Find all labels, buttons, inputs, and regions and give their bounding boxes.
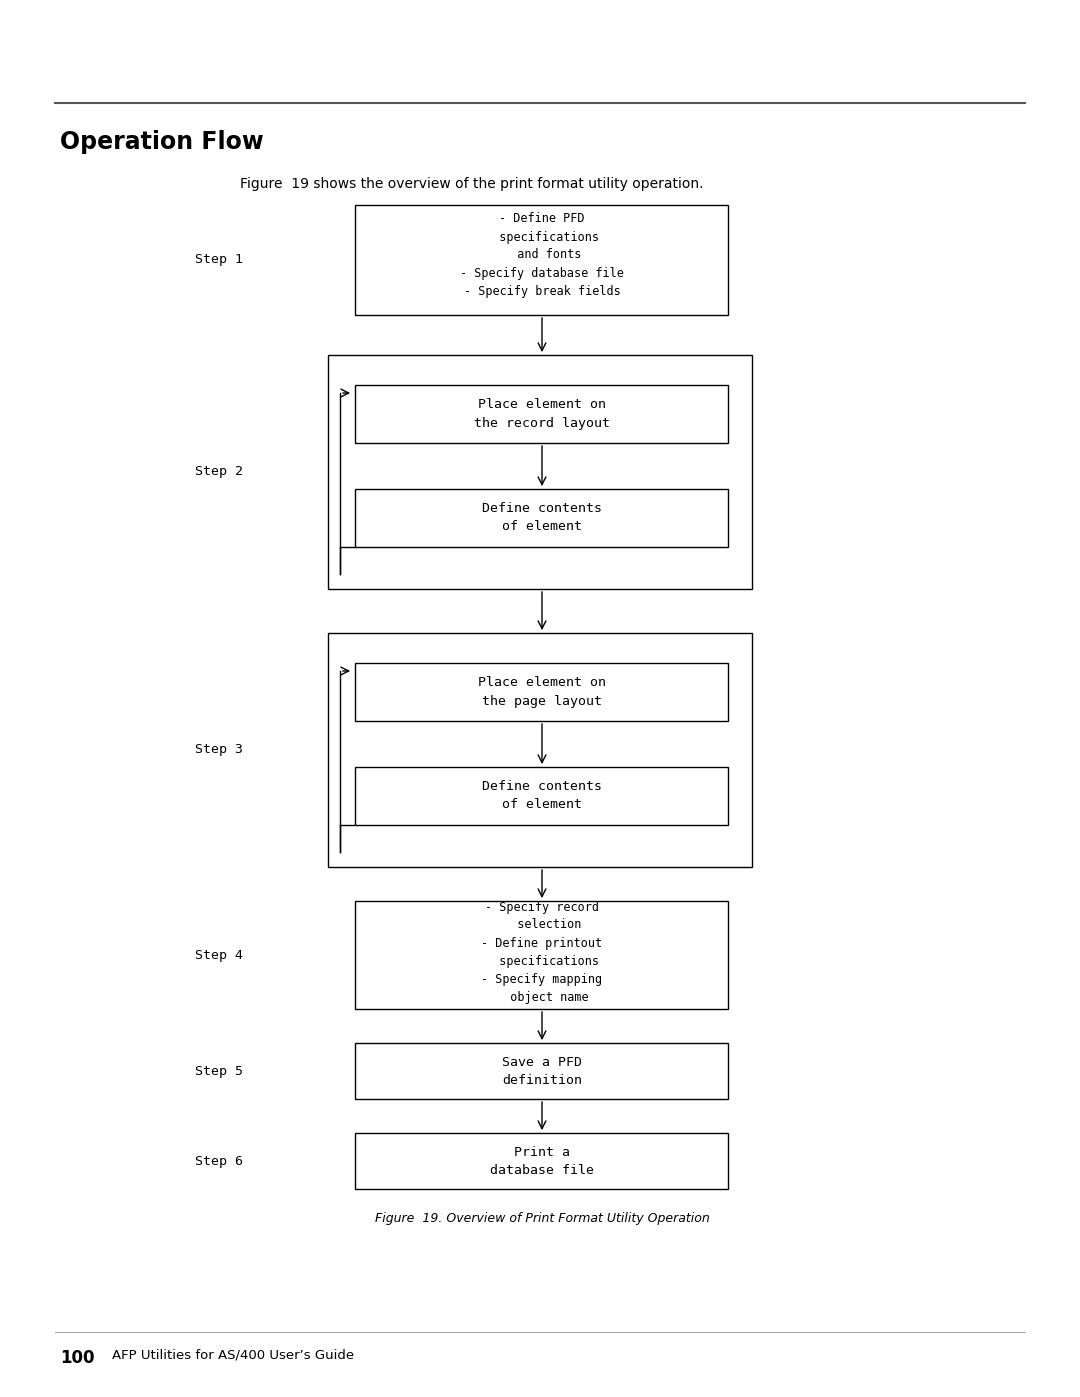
Bar bbox=[355, 664, 728, 721]
Text: Define contents
of element: Define contents of element bbox=[482, 503, 602, 534]
Text: Define contents
of element: Define contents of element bbox=[482, 781, 602, 812]
Bar bbox=[355, 1044, 728, 1099]
Text: Operation Flow: Operation Flow bbox=[60, 130, 264, 154]
Text: Save a PFD
definition: Save a PFD definition bbox=[502, 1056, 582, 1087]
Bar bbox=[355, 386, 728, 443]
Text: Place element on
the record layout: Place element on the record layout bbox=[474, 398, 610, 429]
Text: Step 5: Step 5 bbox=[195, 1065, 243, 1077]
Bar bbox=[355, 767, 728, 826]
Text: - Specify record
  selection
- Define printout
  specifications
- Specify mappin: - Specify record selection - Define prin… bbox=[482, 901, 603, 1003]
Text: Step 3: Step 3 bbox=[195, 743, 243, 757]
Bar bbox=[355, 901, 728, 1009]
Bar bbox=[328, 633, 752, 868]
Text: Print a
database file: Print a database file bbox=[490, 1146, 594, 1176]
Text: Step 6: Step 6 bbox=[195, 1154, 243, 1168]
Bar bbox=[355, 489, 728, 548]
Text: Place element on
the page layout: Place element on the page layout bbox=[478, 676, 606, 707]
Bar bbox=[355, 1133, 728, 1189]
Text: Step 1: Step 1 bbox=[195, 253, 243, 267]
Text: Step 2: Step 2 bbox=[195, 465, 243, 479]
Bar bbox=[355, 205, 728, 314]
Text: Figure  19. Overview of Print Format Utility Operation: Figure 19. Overview of Print Format Util… bbox=[375, 1213, 710, 1225]
Text: - Define PFD
  specifications
  and fonts
- Specify database file
- Specify brea: - Define PFD specifications and fonts - … bbox=[460, 212, 624, 298]
Text: 100: 100 bbox=[60, 1350, 95, 1368]
Text: AFP Utilities for AS/400 User’s Guide: AFP Utilities for AS/400 User’s Guide bbox=[112, 1350, 354, 1362]
Bar bbox=[328, 355, 752, 590]
Text: Figure  19 shows the overview of the print format utility operation.: Figure 19 shows the overview of the prin… bbox=[240, 177, 703, 191]
Text: Step 4: Step 4 bbox=[195, 949, 243, 961]
